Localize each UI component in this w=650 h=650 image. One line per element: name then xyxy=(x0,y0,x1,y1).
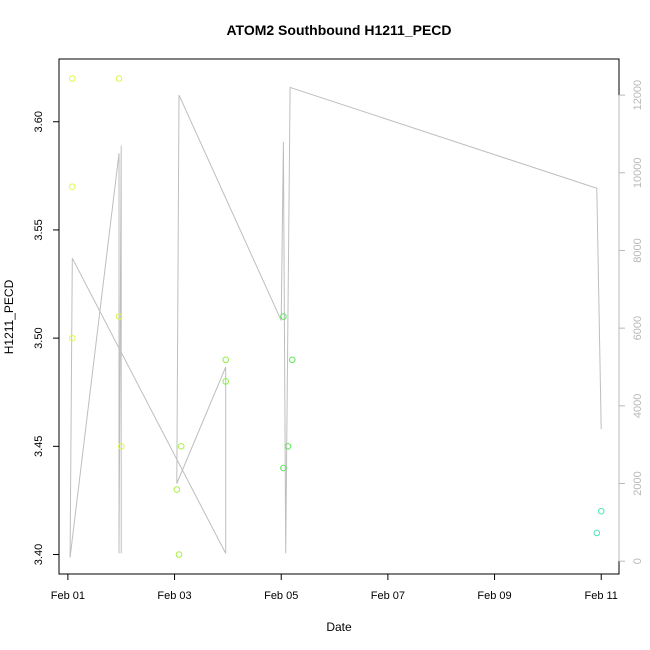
data-point-11 xyxy=(222,378,229,385)
secondary-y-axis: 0 2000 4000 6000 8000 10000 12000 xyxy=(618,80,644,564)
data-point-12 xyxy=(280,313,287,320)
secondary-y-tick-label: 8000 xyxy=(632,238,644,262)
secondary-y-tick-label: 12000 xyxy=(632,80,644,111)
y-axis-label: H1211_PECD xyxy=(2,279,16,354)
y-tick-label: 3.45 xyxy=(33,436,45,457)
chart-title: ATOM2 Southbound H1211_PECD xyxy=(226,22,451,38)
secondary-y-tick-label: 0 xyxy=(632,558,644,564)
points-layer xyxy=(69,75,605,558)
data-point-9 xyxy=(177,443,185,450)
line-series-2 xyxy=(69,145,122,558)
x-tick-label: Feb 03 xyxy=(157,590,191,602)
secondary-y-tick-label: 2000 xyxy=(632,471,644,495)
plot-frame xyxy=(58,58,620,575)
data-point-16 xyxy=(593,529,601,537)
x-tick-label: Feb 05 xyxy=(264,590,298,602)
data-point-3 xyxy=(69,334,76,342)
line-series-1 xyxy=(69,86,602,558)
data-point-5 xyxy=(115,313,123,320)
data-point-15 xyxy=(289,356,296,364)
y-axis: 3.40 3.45 3.50 3.55 3.60 xyxy=(33,111,60,565)
x-axis: Feb 01 Feb 03 Feb 05 Feb 07 Feb 09 Feb 11 xyxy=(51,573,618,602)
secondary-y-tick-label: 4000 xyxy=(632,394,644,418)
secondary-y-tick-label: 6000 xyxy=(632,316,644,340)
data-point-2 xyxy=(69,183,76,190)
data-point-8 xyxy=(175,551,183,558)
data-point-14 xyxy=(284,443,292,450)
x-tick-label: Feb 01 xyxy=(51,590,85,602)
x-tick-label: Feb 07 xyxy=(371,590,405,602)
data-point-17 xyxy=(597,507,605,515)
y-tick-label: 3.40 xyxy=(33,544,45,565)
x-axis-label: Date xyxy=(326,620,352,634)
data-point-1 xyxy=(69,75,76,82)
x-tick-label: Feb 11 xyxy=(585,590,618,602)
data-point-10 xyxy=(222,356,229,364)
data-point-6 xyxy=(117,443,125,450)
secondary-y-tick-label: 10000 xyxy=(632,158,644,189)
data-point-13 xyxy=(280,464,287,472)
y-tick-label: 3.60 xyxy=(33,111,45,132)
y-tick-label: 3.50 xyxy=(33,327,45,348)
x-tick-label: Feb 09 xyxy=(477,590,511,602)
y-tick-label: 3.55 xyxy=(33,219,45,240)
data-point-4 xyxy=(115,75,123,82)
data-point-7 xyxy=(173,486,181,493)
line-layer xyxy=(69,86,602,558)
